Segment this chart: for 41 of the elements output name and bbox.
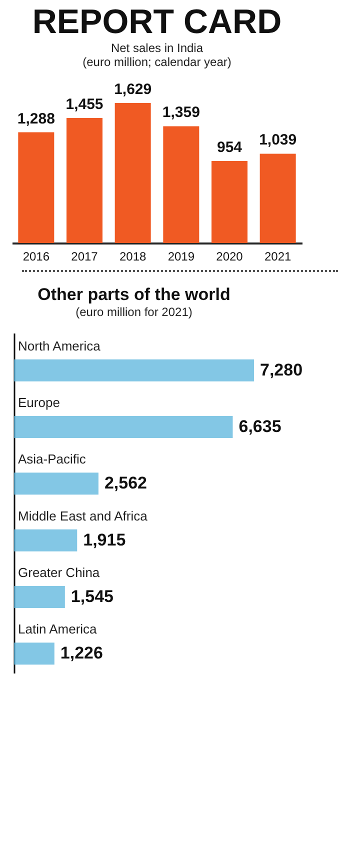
- x-tick-label: 2016: [22, 250, 50, 264]
- data-label: 2,562: [104, 474, 148, 493]
- data-label: 1,226: [60, 644, 103, 663]
- x-tick-label: 2017: [71, 250, 98, 264]
- data-label: 1,359: [162, 104, 200, 122]
- bar: [18, 132, 54, 243]
- x-tick-label: 2019: [168, 250, 195, 264]
- data-label: 1,288: [17, 110, 55, 128]
- bar: [66, 118, 102, 243]
- bar: [163, 126, 200, 243]
- data-label: 954: [216, 139, 243, 156]
- category-label: Latin America: [18, 622, 97, 637]
- chart-title: REPORT CARD: [32, 3, 282, 41]
- text: (euro million; calendar year): [82, 55, 232, 69]
- data-label: 1,455: [66, 96, 104, 113]
- data-label: 6,635: [238, 417, 282, 436]
- bar: [14, 416, 233, 438]
- x-tick-label: 2021: [264, 250, 292, 264]
- bar: [260, 154, 296, 243]
- data-label: 1,915: [83, 530, 126, 550]
- data-label: 1,545: [70, 587, 114, 606]
- chart-title: Other parts of the world: [38, 285, 230, 304]
- category-label: Europe: [18, 395, 60, 410]
- bar: [14, 529, 78, 552]
- bar: [14, 586, 65, 608]
- bar: [114, 103, 151, 243]
- bar: [14, 472, 98, 495]
- x-tick-label: 2018: [119, 250, 147, 264]
- chart-subtitle: (euro million for 2021): [76, 305, 192, 319]
- chart-subtitle: Net sales in India: [110, 41, 204, 55]
- data-label: 7,280: [260, 360, 303, 380]
- bar: [14, 642, 54, 665]
- bar: [14, 359, 254, 382]
- category-label: Asia-Pacific: [18, 452, 86, 467]
- data-label: 1,039: [259, 132, 297, 149]
- x-tick-label: 2020: [216, 250, 244, 264]
- category-label: Middle East and Africa: [18, 508, 148, 524]
- category-label: North America: [18, 338, 100, 354]
- bar: [212, 161, 248, 243]
- category-label: Greater China: [18, 565, 100, 580]
- data-label: 1,629: [114, 81, 152, 98]
